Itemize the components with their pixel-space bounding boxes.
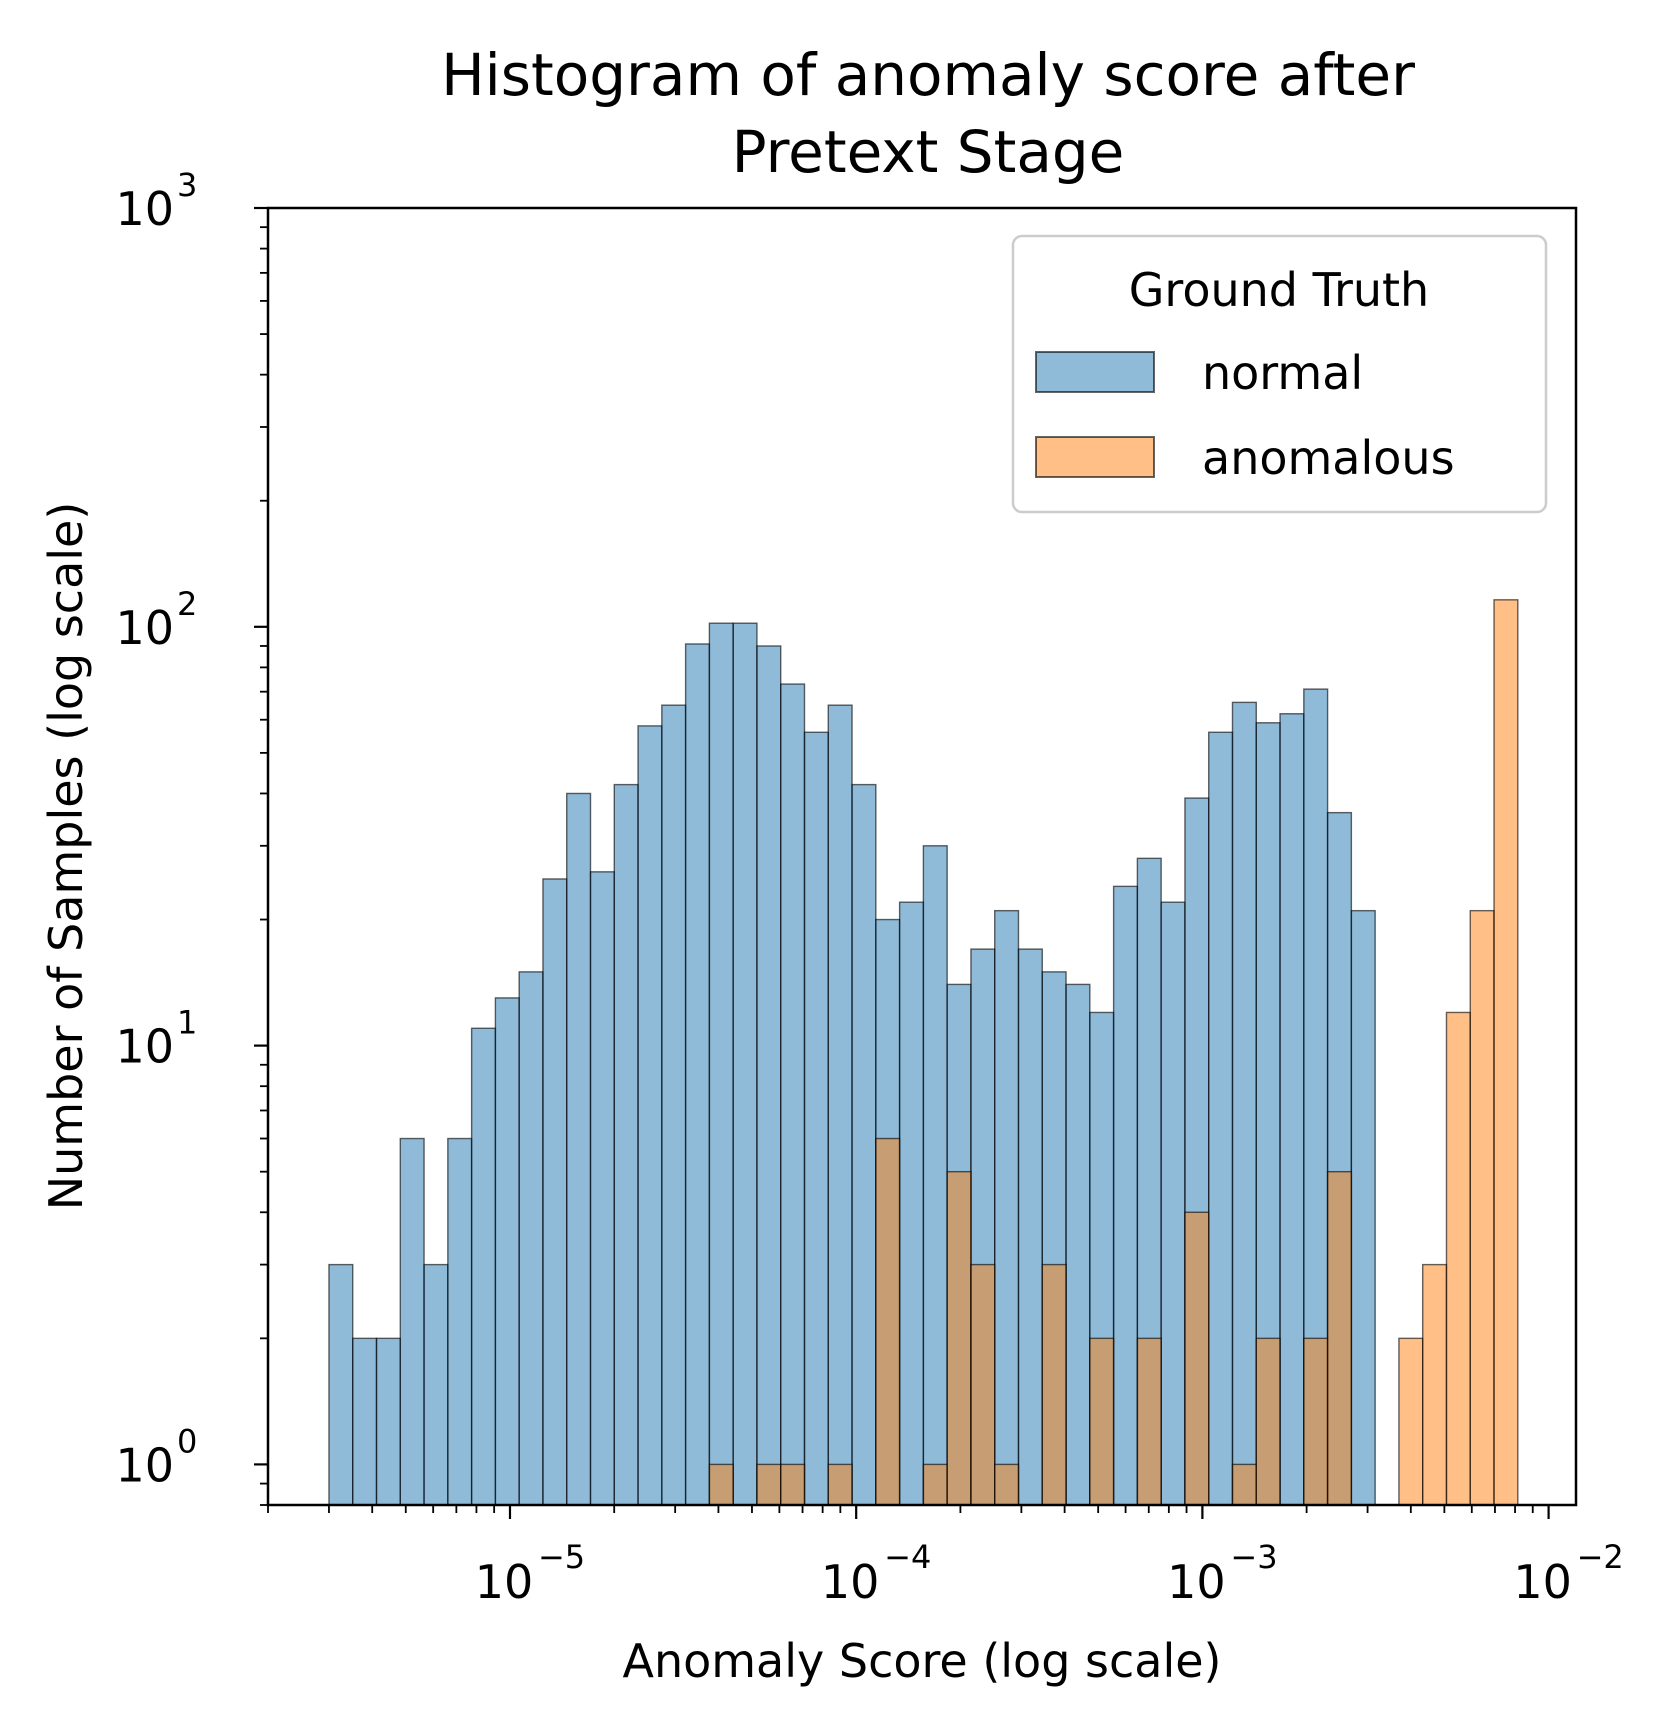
x-tick-label-0: 10 bbox=[475, 1555, 534, 1609]
bar-anomalous-42 bbox=[1326, 1170, 1353, 1506]
legend-title: Ground Truth bbox=[1129, 263, 1429, 317]
bar-normal-38 bbox=[1231, 701, 1257, 1506]
bar-normal-10 bbox=[566, 792, 592, 1506]
chart-title-line-1: Histogram of anomaly score after bbox=[441, 41, 1415, 109]
bar-anomalous-28 bbox=[994, 1463, 1020, 1506]
bar-normal-9 bbox=[542, 878, 568, 1506]
y-tick-label-exp-0: 0 bbox=[177, 1422, 197, 1460]
x-tick-label-exp-2: −3 bbox=[1230, 1538, 1277, 1576]
bar-anomalous-25 bbox=[922, 1463, 948, 1506]
bar-normal-16 bbox=[708, 622, 734, 1506]
bar-normal-22 bbox=[851, 783, 877, 1506]
bar-normal-31 bbox=[1065, 983, 1091, 1506]
chart-title-line-2: Pretext Stage bbox=[732, 118, 1125, 186]
bar-normal-0 bbox=[328, 1263, 354, 1506]
bar-anomalous-48 bbox=[1469, 909, 1495, 1506]
legend-swatch-normal bbox=[1035, 351, 1155, 393]
bar-anomalous-46 bbox=[1421, 1263, 1448, 1506]
bar-normal-15 bbox=[684, 643, 711, 1506]
bar-normal-21 bbox=[827, 704, 853, 1506]
bar-anomalous-32 bbox=[1089, 1337, 1115, 1506]
legend-swatch-anomalous bbox=[1035, 436, 1155, 478]
bar-anomalous-19 bbox=[780, 1463, 806, 1506]
bar-anomalous-30 bbox=[1041, 1263, 1067, 1506]
x-tick-label-3: 10 bbox=[1513, 1555, 1572, 1609]
bar-normal-40 bbox=[1279, 713, 1305, 1506]
bar-anomalous-49 bbox=[1493, 599, 1519, 1506]
bar-anomalous-18 bbox=[756, 1463, 782, 1506]
bar-normal-43 bbox=[1350, 909, 1376, 1506]
x-tick-label-1: 10 bbox=[821, 1555, 880, 1609]
bar-anomalous-47 bbox=[1445, 1011, 1471, 1506]
bar-normal-12 bbox=[613, 783, 639, 1506]
legend-label-anomalous: anomalous bbox=[1202, 431, 1455, 485]
bar-anomalous-27 bbox=[970, 1263, 996, 1506]
y-tick-label-0: 10 bbox=[115, 1438, 174, 1492]
bar-normal-1 bbox=[352, 1337, 378, 1506]
bar-normal-8 bbox=[518, 971, 544, 1506]
y-tick-label-exp-2: 2 bbox=[177, 585, 197, 623]
bar-normal-35 bbox=[1160, 901, 1186, 1506]
bar-normal-28 bbox=[994, 909, 1020, 1506]
bar-normal-19 bbox=[780, 683, 806, 1506]
y-tick-label-3: 10 bbox=[115, 182, 174, 236]
bar-anomalous-38 bbox=[1231, 1463, 1257, 1506]
bar-normal-6 bbox=[470, 1027, 497, 1506]
y-tick-label-exp-1: 1 bbox=[177, 1004, 197, 1042]
legend: Ground Truth normal anomalous bbox=[1011, 234, 1548, 514]
bar-anomalous-45 bbox=[1398, 1337, 1424, 1506]
bar-anomalous-23 bbox=[875, 1137, 901, 1506]
x-axis-label: Anomaly Score (log scale) bbox=[622, 1634, 1221, 1688]
x-tick-label-exp-0: −5 bbox=[538, 1538, 585, 1576]
bar-anomalous-16 bbox=[708, 1463, 734, 1506]
x-tick-label-exp-3: −2 bbox=[1577, 1538, 1624, 1576]
bar-normal-2 bbox=[375, 1337, 401, 1506]
bar-normal-18 bbox=[756, 645, 782, 1506]
bar-anomalous-26 bbox=[946, 1170, 972, 1506]
x-tick-label-exp-1: −4 bbox=[884, 1538, 931, 1576]
bar-anomalous-34 bbox=[1136, 1337, 1162, 1506]
y-tick-label-exp-3: 3 bbox=[177, 166, 197, 204]
x-axis-ticks: 10 −5 10 −4 10 −3 10 −2 bbox=[267, 1505, 1624, 1609]
bar-normal-24 bbox=[898, 901, 925, 1506]
bar-anomalous-21 bbox=[827, 1463, 853, 1506]
y-tick-label-1: 10 bbox=[115, 1020, 174, 1074]
bar-normal-20 bbox=[803, 731, 829, 1506]
bar-normal-7 bbox=[494, 997, 520, 1506]
y-tick-label-2: 10 bbox=[115, 601, 174, 655]
bar-anomalous-39 bbox=[1255, 1337, 1281, 1506]
bar-normal-17 bbox=[732, 622, 758, 1506]
bar-normal-3 bbox=[399, 1137, 425, 1506]
bar-anomalous-36 bbox=[1184, 1211, 1210, 1506]
bar-normal-29 bbox=[1017, 948, 1043, 1506]
bar-normal-4 bbox=[423, 1263, 449, 1506]
bar-anomalous-41 bbox=[1303, 1337, 1329, 1506]
bar-normal-25 bbox=[922, 845, 948, 1506]
bar-normal-37 bbox=[1208, 731, 1234, 1506]
legend-label-normal: normal bbox=[1202, 346, 1363, 400]
y-axis-label: Number of Samples (log scale) bbox=[39, 502, 93, 1211]
plot-frame bbox=[266, 206, 1578, 1507]
bar-normal-13 bbox=[637, 725, 663, 1506]
bar-normal-14 bbox=[661, 704, 687, 1506]
x-tick-label-2: 10 bbox=[1167, 1555, 1226, 1609]
bar-normal-11 bbox=[589, 871, 615, 1506]
bar-normal-33 bbox=[1112, 885, 1139, 1506]
bar-normal-5 bbox=[447, 1137, 473, 1506]
